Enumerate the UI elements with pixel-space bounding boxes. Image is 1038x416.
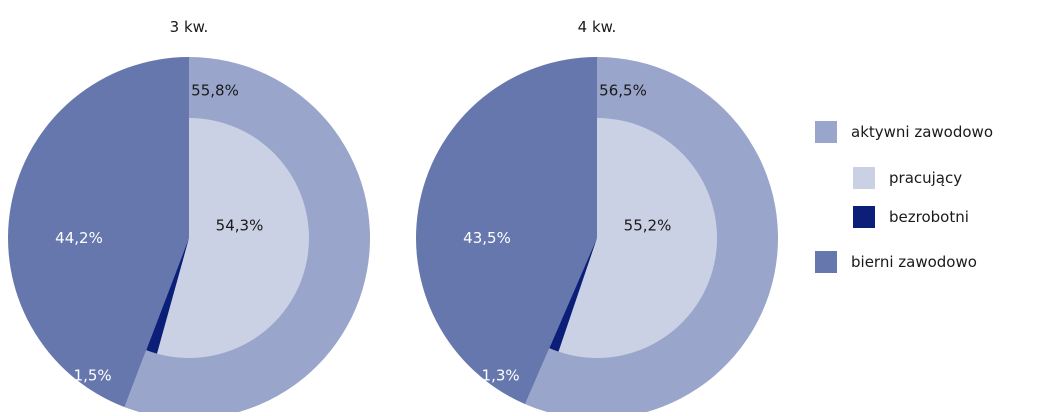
outer-slice-bierni-zawodowo — [416, 57, 597, 405]
legend-item-aktywni-zawodowo: aktywni zawodowo — [815, 121, 993, 143]
pie-slices — [8, 57, 370, 416]
legend-swatch — [853, 167, 875, 189]
legend-item-bierni-zawodowo: bierni zawodowo — [815, 251, 977, 273]
pie-chart-4kw: 4 kw. 56,5% 43,5% 55,2% 1,3% — [416, 18, 778, 416]
outer-slice-bierni-zawodowo — [8, 57, 190, 408]
chart-title: 3 kw. — [170, 18, 209, 36]
legend-label: bezrobotni — [889, 208, 969, 226]
legend-swatch — [815, 121, 837, 143]
legend-item-pracujacy: pracujący — [853, 167, 962, 189]
pie-chart-3kw: 3 kw. 55,8% 44,2% 54,3% 1,5% — [8, 18, 370, 416]
data-label-bierni-zawodowo: 43,5% — [463, 229, 511, 247]
data-label-bierni-zawodowo: 44,2% — [55, 229, 103, 247]
legend-label: bierni zawodowo — [851, 253, 977, 271]
legend-label: aktywni zawodowo — [851, 123, 993, 141]
legend-swatch — [815, 251, 837, 273]
chart-title: 4 kw. — [578, 18, 617, 36]
data-label-bezrobotni: 1,3% — [482, 367, 520, 385]
pie-slices — [416, 57, 778, 416]
legend: aktywni zawodowo pracujący bezrobotni biern… — [815, 121, 993, 273]
data-label-pracujacy: 55,2% — [624, 216, 672, 234]
inner-slice-pracujacy — [558, 118, 718, 358]
data-label-aktywni-zawodowo: 55,8% — [191, 81, 239, 99]
data-label-aktywni-zawodowo: 56,5% — [599, 81, 647, 99]
inner-slice-bezrobotni — [146, 238, 189, 354]
legend-item-bezrobotni: bezrobotni — [853, 206, 969, 228]
inner-slice-bezrobotni — [549, 238, 597, 352]
legend-label: pracujący — [889, 169, 962, 187]
data-label-bezrobotni: 1,5% — [74, 367, 112, 385]
data-label-pracujacy: 54,3% — [216, 216, 264, 234]
inner-slice-pracujacy — [156, 118, 309, 358]
legend-swatch — [853, 206, 875, 228]
